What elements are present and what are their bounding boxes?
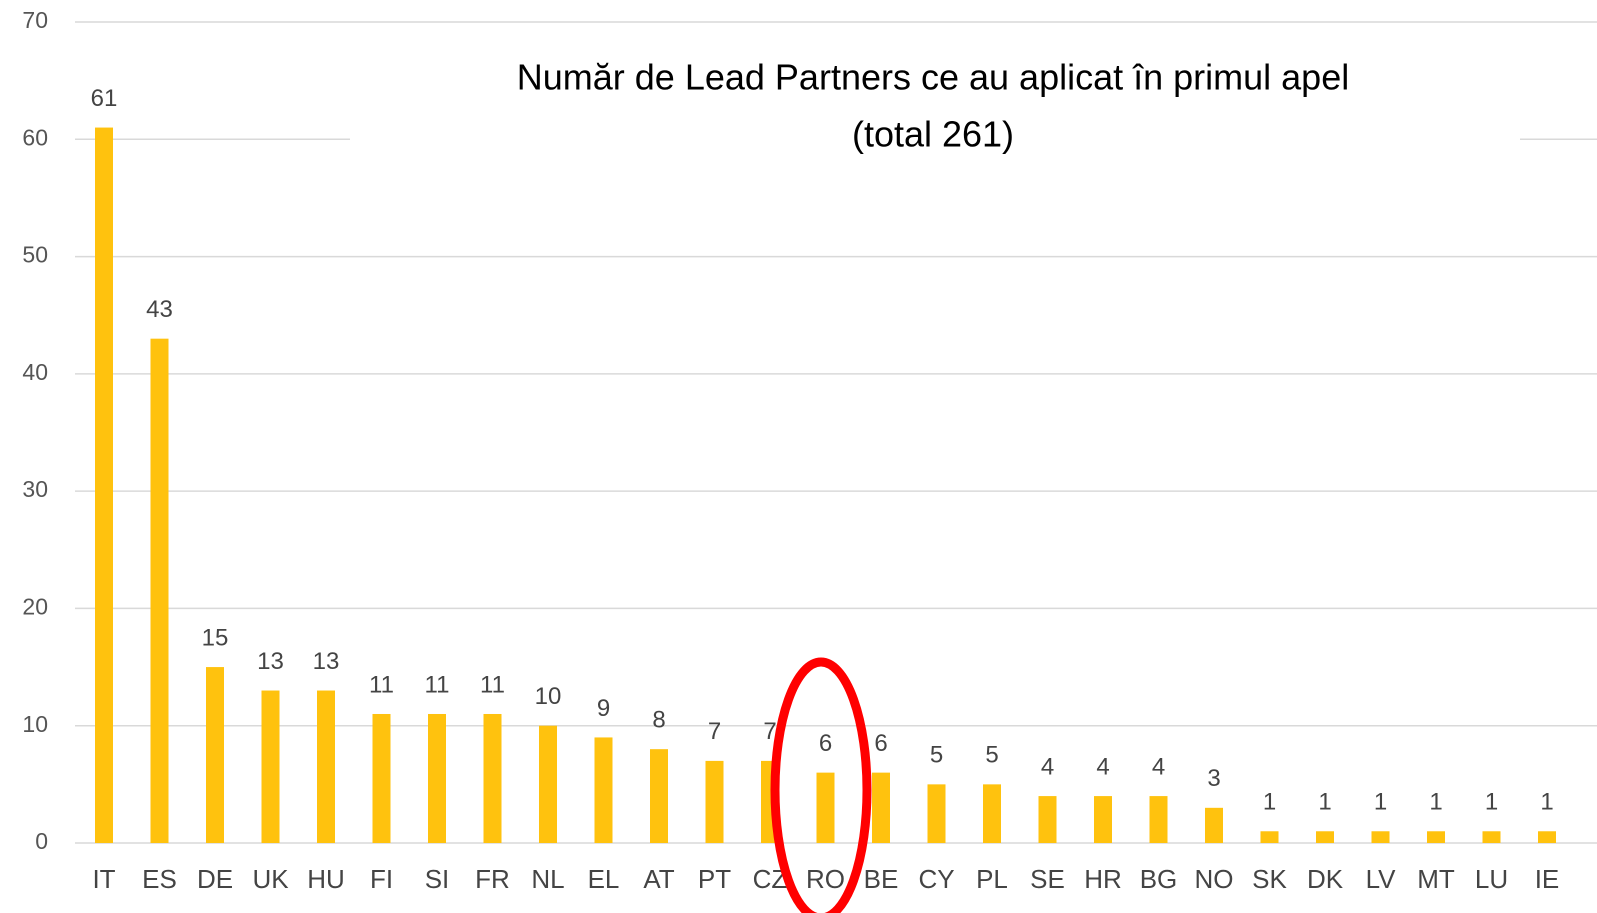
highlight-circle xyxy=(770,657,872,913)
bar xyxy=(1260,831,1279,843)
bar xyxy=(1205,807,1223,843)
x-tick-label: FR xyxy=(475,864,510,894)
value-label: 6 xyxy=(819,730,832,757)
x-tick-label: SI xyxy=(425,864,450,894)
bar xyxy=(372,713,391,843)
y-tick-label: 30 xyxy=(22,476,48,502)
value-label: 9 xyxy=(597,695,610,722)
value-label: 61 xyxy=(91,85,118,112)
value-label: 4 xyxy=(1152,753,1165,780)
x-tick-label: BE xyxy=(864,864,899,894)
value-label: 15 xyxy=(202,624,229,651)
x-tick-label: AT xyxy=(643,864,674,894)
bar xyxy=(872,772,890,843)
bar xyxy=(1316,831,1334,843)
y-tick-label: 20 xyxy=(22,594,48,620)
x-tick-label: NO xyxy=(1195,864,1234,894)
bar xyxy=(650,749,668,843)
bar xyxy=(1094,796,1112,843)
bar xyxy=(206,667,224,843)
bar xyxy=(816,772,835,843)
value-label: 43 xyxy=(146,296,173,323)
x-tick-label: UK xyxy=(252,864,289,894)
x-tick-label: SE xyxy=(1030,864,1065,894)
value-label: 7 xyxy=(763,718,776,745)
value-label: 5 xyxy=(930,742,943,769)
x-tick-label: PT xyxy=(698,864,731,894)
x-tick-label: NL xyxy=(531,864,564,894)
x-tick-label: ES xyxy=(142,864,177,894)
chart-title: Număr de Lead Partners ce au aplicat în … xyxy=(517,57,1349,98)
x-tick-label: DK xyxy=(1307,864,1344,894)
value-label: 11 xyxy=(425,671,450,698)
value-label: 1 xyxy=(1429,789,1442,816)
bar xyxy=(594,737,613,843)
value-label: 1 xyxy=(1374,789,1387,816)
chart-subtitle: (total 261) xyxy=(852,114,1014,155)
x-tick-label: CY xyxy=(918,864,954,894)
value-label: 4 xyxy=(1096,753,1109,780)
x-tick-label: RO xyxy=(806,864,845,894)
value-label: 3 xyxy=(1207,765,1220,792)
x-tick-label: FI xyxy=(370,864,393,894)
bar xyxy=(927,784,946,843)
x-tick-label: SK xyxy=(1252,864,1287,894)
value-label: 7 xyxy=(708,718,721,745)
bar xyxy=(1371,831,1390,843)
bar xyxy=(705,760,724,843)
x-tick-label: DE xyxy=(197,864,233,894)
bar xyxy=(95,127,113,844)
bar xyxy=(261,690,280,843)
x-tick-label: IT xyxy=(92,864,115,894)
y-tick-label: 10 xyxy=(22,711,48,737)
bar xyxy=(539,725,557,843)
x-tick-label: HU xyxy=(307,864,345,894)
x-tick-label: LV xyxy=(1366,864,1397,894)
bar xyxy=(150,338,169,843)
value-label: 5 xyxy=(985,742,998,769)
bar xyxy=(483,713,502,843)
value-label: 13 xyxy=(257,648,284,675)
x-tick-label: MT xyxy=(1417,864,1455,894)
x-tick-label: BG xyxy=(1140,864,1178,894)
bar xyxy=(428,713,446,843)
x-tick-label: EL xyxy=(588,864,620,894)
value-label: 6 xyxy=(874,730,887,757)
value-label: 11 xyxy=(369,671,394,698)
value-label: 1 xyxy=(1263,789,1276,816)
bar xyxy=(1427,831,1445,843)
y-tick-label: 70 xyxy=(22,7,48,33)
bar xyxy=(983,784,1001,843)
value-label: 13 xyxy=(313,648,340,675)
bar xyxy=(317,690,335,843)
title-background xyxy=(350,50,1520,170)
bar xyxy=(1149,796,1168,843)
x-tick-label: HR xyxy=(1084,864,1122,894)
value-label: 1 xyxy=(1485,789,1498,816)
y-tick-label: 40 xyxy=(22,359,48,385)
value-label: 10 xyxy=(535,683,562,710)
x-tick-label: PL xyxy=(976,864,1008,894)
bar xyxy=(1038,796,1057,843)
bar xyxy=(1482,831,1501,843)
bar xyxy=(1538,831,1556,843)
x-tick-label: LU xyxy=(1475,864,1508,894)
y-tick-label: 60 xyxy=(22,124,48,150)
y-tick-label: 50 xyxy=(22,242,48,268)
x-tick-label: IE xyxy=(1535,864,1560,894)
value-label: 8 xyxy=(652,707,665,734)
y-tick-label: 0 xyxy=(35,828,48,854)
value-label: 4 xyxy=(1041,753,1054,780)
value-label: 11 xyxy=(480,671,505,698)
value-label: 1 xyxy=(1318,789,1331,816)
value-label: 1 xyxy=(1540,789,1553,816)
